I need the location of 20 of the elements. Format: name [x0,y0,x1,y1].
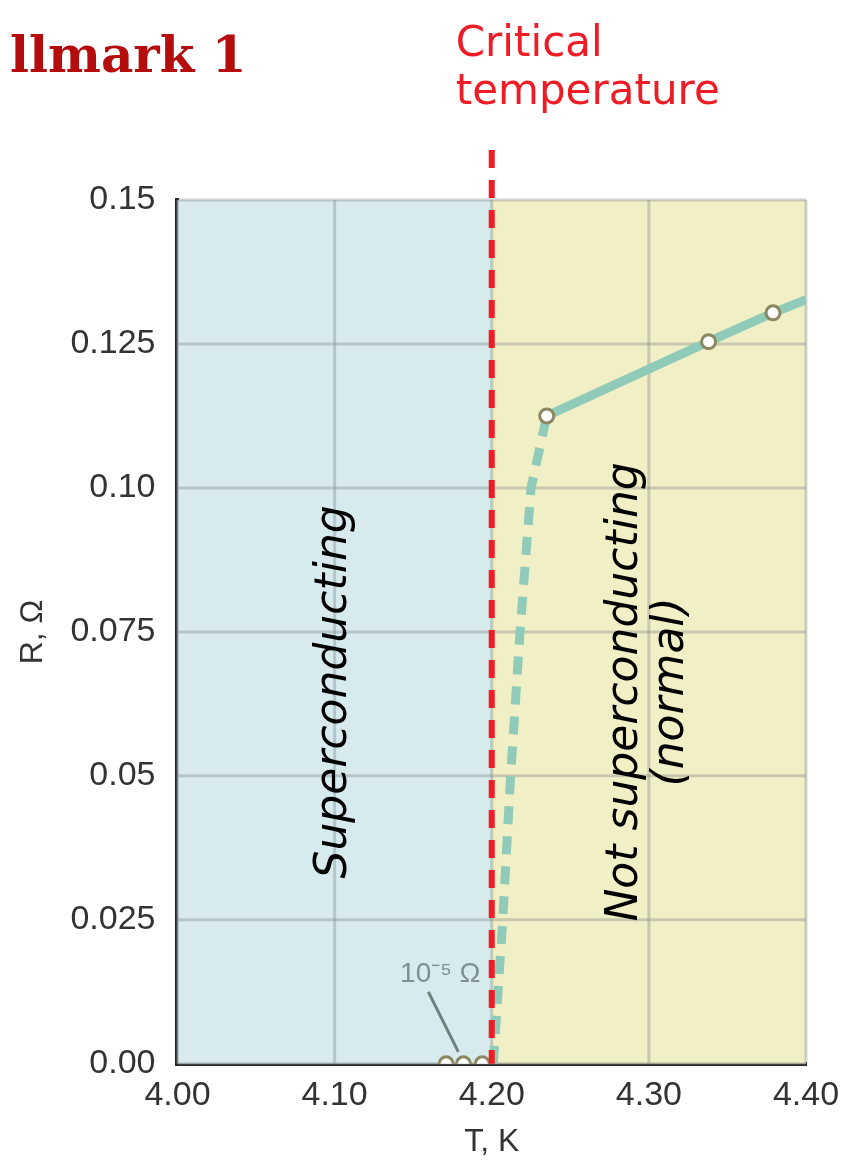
y-tick-label: 0.025 [70,898,156,937]
y-tick-label: 0.075 [70,610,156,649]
y-tick-label: 0.125 [70,322,156,361]
y-tick-label: 0.05 [89,754,156,793]
band-label: Superconducting [305,505,357,879]
chart-title: llmark 1 [10,25,247,84]
point [538,407,556,425]
point [700,333,718,351]
x-tick-label: 4.10 [301,1073,368,1112]
band-label: Not superconducting (normal) [596,462,694,922]
y-tick-label: 0.10 [89,466,156,505]
ref-line-label: Critical temperature [455,17,720,114]
x-tick-label: 4.30 [615,1073,682,1112]
point [764,304,782,322]
y-axis-title: R, Ω [13,599,50,665]
x-tick-label: 4.40 [772,1073,840,1112]
x-axis-title: T, K [464,1121,520,1158]
x-tick-label: 4.20 [458,1073,525,1112]
y-tick-label: 0.15 [89,178,156,217]
annotation: 10⁻⁵ Ω [400,956,481,988]
